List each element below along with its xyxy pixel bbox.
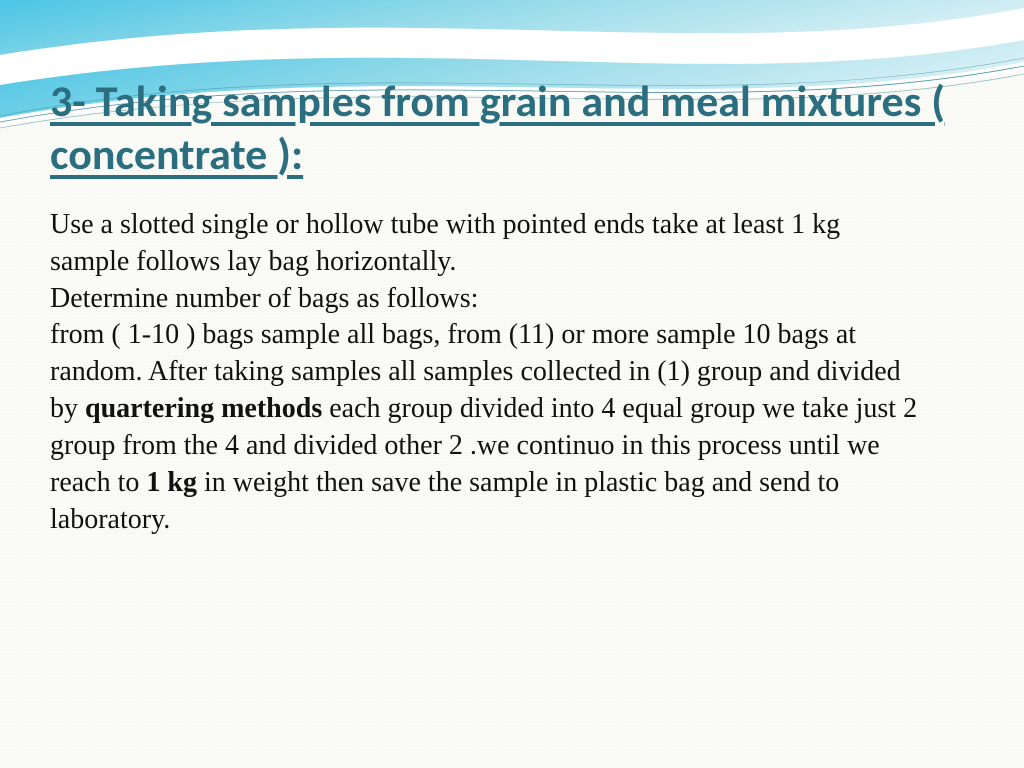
body-bold-quartering: quartering methods — [85, 393, 322, 424]
slide-content: 3- Taking samples from grain and meal mi… — [50, 75, 974, 539]
slide-title: 3- Taking samples from grain and meal mi… — [50, 75, 974, 181]
slide-body: Use a slotted single or hollow tube with… — [50, 207, 920, 540]
body-bold-1kg: 1 kg — [146, 467, 197, 498]
body-line-2: Determine number of bags as follows: — [50, 283, 478, 314]
body-line-1: Use a slotted single or hollow tube with… — [50, 209, 840, 277]
